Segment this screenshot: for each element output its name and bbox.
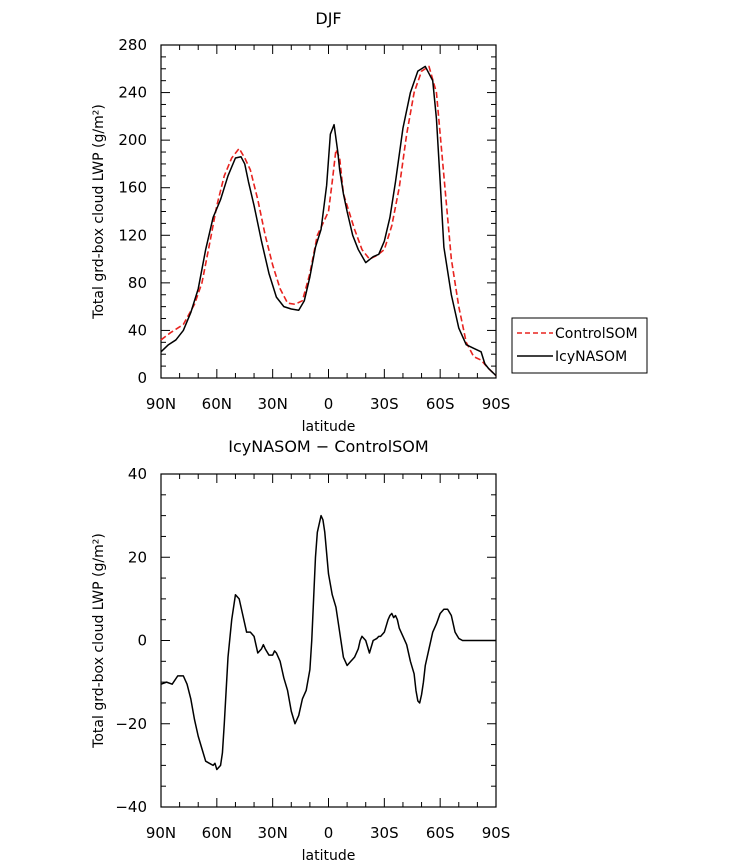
top-x-tick-label: 90N: [146, 395, 176, 413]
top-series-line-icynasom: [160, 65, 497, 377]
bottom-x-tick-label: 90N: [146, 824, 176, 842]
top-y-tick-label: 40: [128, 321, 147, 339]
top-y-tick-label: 200: [118, 131, 147, 149]
bottom-y-tick-label: 20: [128, 548, 147, 566]
legend-box: [511, 317, 648, 374]
top-y-axis-label: Total grd-box cloud LWP (g/m²): [91, 104, 107, 320]
bottom-series-line-difference: [160, 514, 496, 771]
top-axis-ticks: 90N 60N 30N 0 30S 60S 90S 0 40 80 120 160 200 240 280: [118, 36, 510, 413]
top-chart-title: DJF: [315, 9, 341, 28]
bottom-x-tick-label: 30S: [370, 824, 399, 842]
top-x-tick-label: 30N: [258, 395, 288, 413]
bottom-axis-ticks: 90N 60N 30N 0 30S 60S 90S −40 −20 0 20 40: [115, 465, 510, 842]
bottom-x-tick-label: 0: [324, 824, 334, 842]
top-y-tick-label: 0: [137, 369, 147, 387]
bottom-x-tick-label: 60S: [426, 824, 455, 842]
top-x-tick-label: 0: [324, 395, 334, 413]
top-x-tick-label: 60S: [426, 395, 455, 413]
top-y-tick-label: 160: [118, 179, 147, 197]
bottom-x-tick-label: 90S: [482, 824, 511, 842]
bottom-y-tick-label: 0: [137, 632, 147, 650]
bottom-x-tick-label: 30N: [258, 824, 288, 842]
bottom-chart-title: IcyNASOM − ControlSOM: [228, 437, 428, 456]
bottom-series: [160, 514, 496, 771]
top-y-tick-label: 120: [118, 226, 147, 244]
top-series: [160, 65, 497, 377]
bottom-x-axis-label: latitude: [302, 848, 356, 864]
top-y-tick-label: 80: [128, 274, 147, 292]
legend: ControlSOM IcyNASOM: [511, 317, 648, 374]
bottom-y-axis-label: Total grd-box cloud LWP (g/m²): [91, 533, 107, 749]
top-x-tick-label: 60N: [202, 395, 232, 413]
bottom-y-tick-label: −20: [115, 715, 147, 733]
top-x-tick-label: 30S: [370, 395, 399, 413]
top-plot-frame: [160, 44, 497, 379]
bottom-panel: IcyNASOM − ControlSOM latitude Total grd…: [91, 437, 510, 864]
legend-label-controlsom: ControlSOM: [555, 326, 638, 342]
bottom-plot-frame: [160, 473, 497, 808]
top-y-tick-label: 240: [118, 84, 147, 102]
top-series-line-controlsom: [160, 65, 497, 377]
bottom-x-tick-label: 60N: [202, 824, 232, 842]
top-y-tick-label: 280: [118, 36, 147, 54]
top-panel: DJF latitude Total grd-box cloud LWP (g/…: [91, 9, 510, 435]
bottom-y-tick-label: −40: [115, 798, 147, 816]
legend-label-icynasom: IcyNASOM: [555, 349, 627, 365]
top-x-axis-label: latitude: [302, 419, 356, 435]
bottom-y-tick-label: 40: [128, 465, 147, 483]
top-x-tick-label: 90S: [482, 395, 511, 413]
